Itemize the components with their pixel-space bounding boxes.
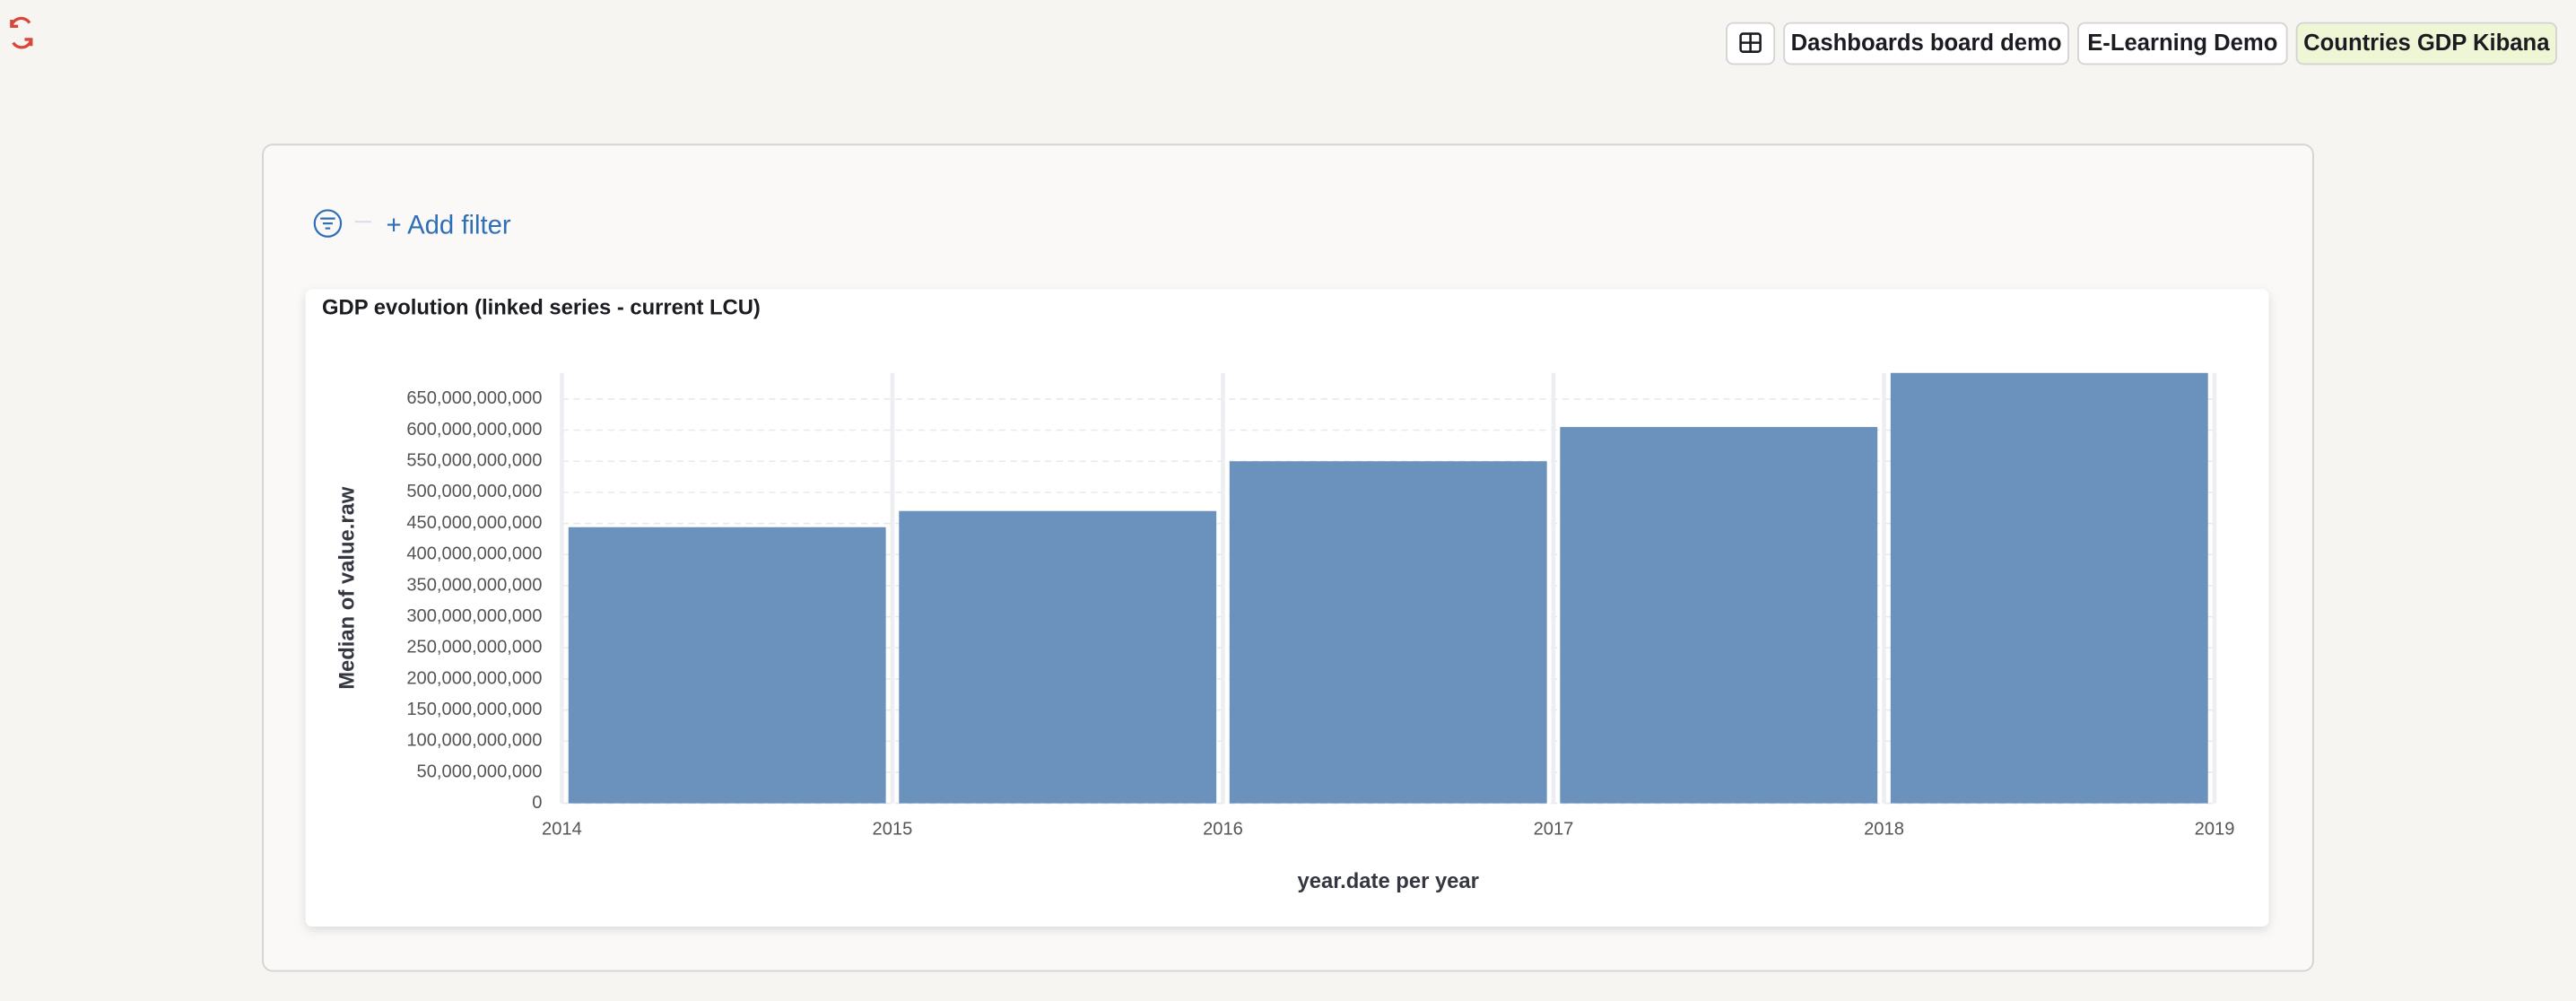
bar (568, 527, 886, 804)
y-tick-label: 350,000,000,000 (406, 575, 542, 595)
y-tick-label: 150,000,000,000 (406, 700, 542, 719)
x-tick-label: 2017 (1534, 819, 1574, 839)
nav-button-label[interactable]: Countries GDP Kibana (2303, 30, 2550, 56)
nav-button[interactable] (2077, 22, 2288, 65)
x-tick-label: 2015 (873, 819, 913, 839)
y-tick-label: 250,000,000,000 (406, 638, 542, 657)
chart-title: GDP evolution (linked series - current L… (322, 296, 761, 320)
grid-button[interactable] (1726, 22, 1776, 65)
y-tick-label: 650,000,000,000 (406, 388, 542, 408)
bar (899, 510, 1217, 804)
y-tick-label: 300,000,000,000 (406, 606, 542, 626)
bar (1560, 427, 1878, 804)
filter-icon[interactable] (313, 209, 343, 238)
nav-button[interactable] (1783, 22, 2069, 65)
y-tick-label: 50,000,000,000 (417, 762, 543, 781)
nav-button-label[interactable]: E-Learning Demo (2087, 30, 2277, 56)
y-tick-label: 600,000,000,000 (406, 420, 542, 440)
refresh-icon[interactable] (10, 16, 33, 49)
x-tick-label: 2019 (2195, 819, 2235, 839)
y-axis-label: Median of value.raw (335, 486, 360, 690)
nav-button-label[interactable]: Dashboards board demo (1791, 30, 2062, 56)
x-tick-label: 2016 (1203, 819, 1243, 839)
y-tick-label: 200,000,000,000 (406, 668, 542, 688)
y-tick-label: 450,000,000,000 (406, 513, 542, 533)
x-tick-label: 2018 (1864, 819, 1904, 839)
y-tick-label: 500,000,000,000 (406, 482, 542, 501)
nav-button-active[interactable] (2295, 22, 2557, 65)
y-tick-label: 100,000,000,000 (406, 731, 542, 751)
y-tick-label: 400,000,000,000 (406, 544, 542, 564)
x-tick-label: 2014 (542, 819, 582, 839)
bar (1229, 461, 1547, 804)
x-axis-label: year.date per year (1298, 869, 1479, 893)
y-tick-label: 0 (532, 793, 542, 813)
y-tick-label: 550,000,000,000 (406, 451, 542, 471)
add-filter[interactable]: + Add filter (386, 210, 510, 239)
bar (1890, 372, 2208, 804)
